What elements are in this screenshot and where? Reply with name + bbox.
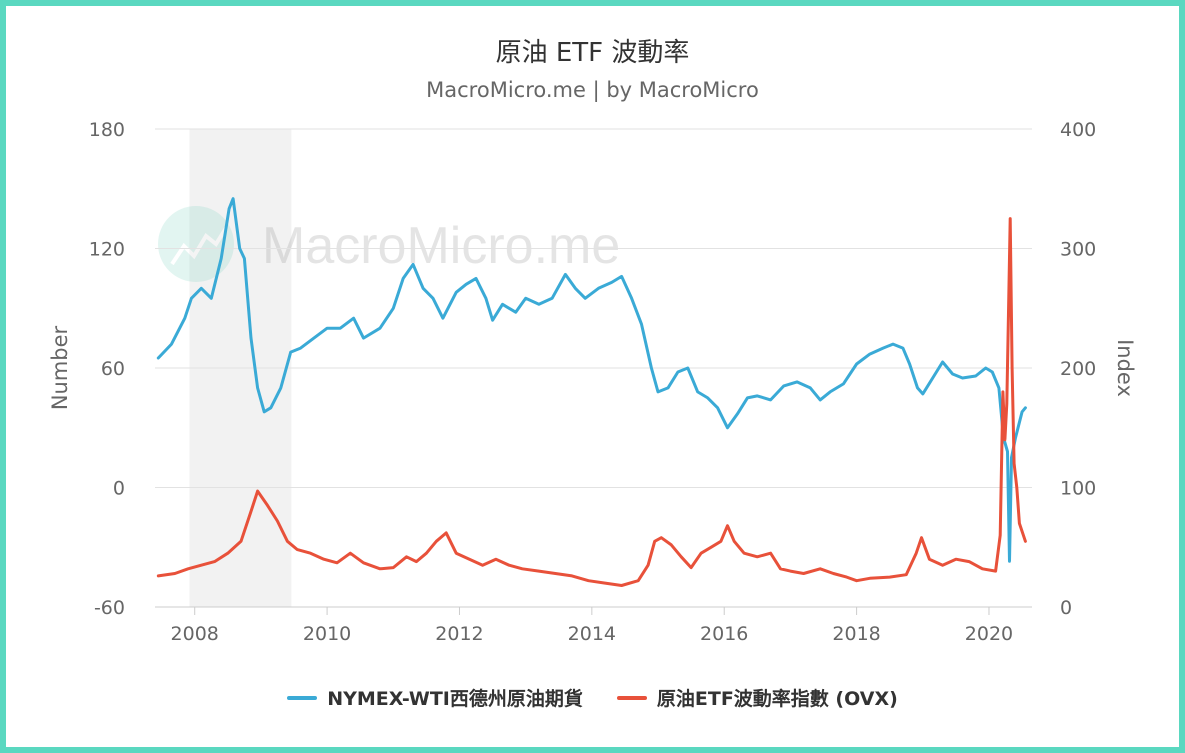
y-left-axis-label: Number [48,325,72,410]
y-left-tick-label: 120 [89,239,125,261]
axis-layer: -60 0 60 120 180 0 100 200 300 400 2008 2010 2012 201… [48,119,1137,645]
y-left-tick-label: -60 [94,597,125,619]
y-right-axis-label: Index [1113,339,1137,397]
series-layer [156,197,1027,587]
legend-swatch-ovx [616,695,647,700]
y-right-tick-label: 0 [1060,597,1072,619]
y-right-tick-label: 300 [1060,239,1096,261]
legend: NYMEX-WTI西德州原油期貨 原油ETF波動率指數 (OVX) [6,684,1179,711]
chart-title: 原油 ETF 波動率 [495,38,690,68]
legend-label-ovx: 原油ETF波動率指數 (OVX) [656,688,898,710]
series-line-wti [156,197,1027,563]
x-tick-label: 2014 [568,623,616,645]
watermark: MacroMicro.me [158,206,620,282]
y-left-tick-label: 60 [101,358,125,380]
x-tick-label: 2016 [700,623,748,645]
y-left-tick-label: 0 [113,478,125,500]
x-tick-label: 2010 [303,623,351,645]
chart-plot: MacroMicro.me -60 0 60 120 180 0 100 200 300 400 2… [48,119,1137,645]
legend-item-ovx[interactable]: 原油ETF波動率指數 (OVX) [616,684,898,711]
legend-swatch-wti [287,695,318,700]
series-line-ovx [156,217,1027,587]
x-tick-label: 2018 [832,623,880,645]
legend-label-wti: NYMEX-WTI西德州原油期貨 [327,688,583,710]
grid-layer [155,128,1032,608]
legend-item-wti[interactable]: NYMEX-WTI西德州原油期貨 [287,684,583,711]
watermark-text: MacroMicro.me [262,217,620,275]
x-tick-label: 2008 [171,623,219,645]
y-right-tick-label: 400 [1060,119,1096,141]
x-tick-label: 2020 [965,623,1013,645]
y-right-tick-label: 200 [1060,358,1096,380]
x-tick-label: 2012 [435,623,483,645]
chart-frame: 原油 ETF 波動率 MacroMicro.me | by MacroMicro… [6,6,1179,747]
y-left-tick-label: 180 [89,119,125,141]
watermark-logo-icon [158,206,234,282]
y-right-tick-label: 100 [1060,478,1096,500]
chart-subtitle: MacroMicro.me | by MacroMicro [426,78,759,102]
